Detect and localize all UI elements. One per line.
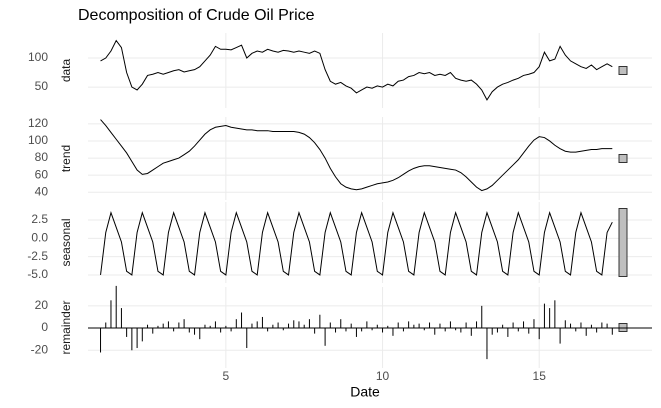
x-tick-label: 5 [223,369,230,383]
y-tick-label: 120 [28,116,48,130]
x-tick-label: 15 [533,369,547,383]
series-line [100,119,613,192]
panel-label: seasonal [59,218,73,266]
panel-label: trend [59,145,73,172]
y-tick-label: 100 [28,133,48,147]
y-tick-label: 50 [35,79,49,93]
y-tick-label: 80 [35,150,49,164]
x-axis-label: Date [350,384,380,400]
y-tick-label: 100 [28,50,48,64]
y-tick-label: 20 [35,298,49,312]
range-bar [618,66,628,75]
range-bar [618,323,628,332]
range-bar [618,208,628,277]
range-bar [618,154,628,163]
chart-title: Decomposition of Crude Oil Price [78,7,315,24]
y-tick-label: 0 [41,320,48,334]
y-tick-label: 2.5 [31,212,48,226]
y-tick-label: -20 [31,342,49,356]
panel-label: remainder [59,300,73,354]
series-line [100,39,613,101]
x-tick-label: 10 [376,369,390,383]
y-tick-label: 60 [35,167,49,181]
series-line [100,210,613,276]
y-tick-label: -2.5 [27,249,48,263]
panel-label: data [59,58,73,82]
y-tick-label: -5.0 [27,267,48,281]
y-tick-label: 40 [35,184,49,198]
y-tick-label: 0.0 [31,230,48,244]
